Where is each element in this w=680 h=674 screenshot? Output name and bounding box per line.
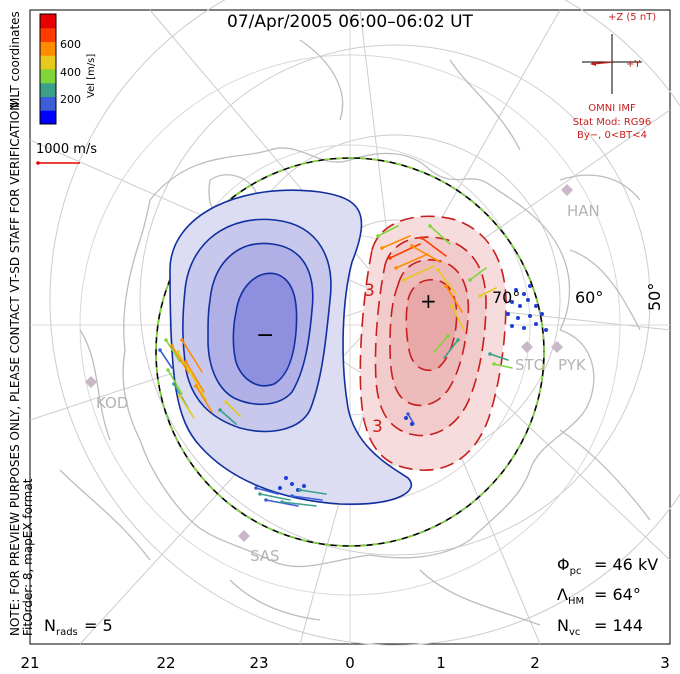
- stat-lambda-hm: ΛHM = 64°: [557, 585, 641, 607]
- imf-model-label: Stat Mod: RG96: [573, 117, 652, 128]
- imf-y-label: +Y: [626, 59, 641, 70]
- velocity-colorbar: [39, 13, 57, 125]
- colorbar-swatch: [40, 82, 56, 97]
- mlt-label-22: 22: [156, 654, 175, 672]
- colorbar-swatch: [40, 110, 56, 125]
- colorbar-swatch: [40, 69, 56, 84]
- colorbar-swatch: [40, 27, 56, 42]
- imf-source-label: OMNI IMF: [588, 103, 636, 114]
- colorbar-swatch: [40, 41, 56, 56]
- mlt-label-0: 0: [345, 654, 355, 672]
- latitude-label-50: 50°: [645, 283, 664, 311]
- stat-phi-pc: Φpc = 46 kV: [557, 555, 658, 577]
- fit-order-note: FitOrder: 8, mapEX format: [21, 478, 35, 636]
- coastlines: [59, 39, 651, 626]
- mlt-label-23: 23: [249, 654, 268, 672]
- imf-z-label: +Z (5 nT): [608, 12, 656, 23]
- station-label-pyk: PYK: [558, 356, 587, 374]
- imf-arrow-head: [590, 61, 596, 66]
- preview-note: NOTE: FOR PREVIEW PURPOSES ONLY, PLEASE …: [8, 98, 22, 636]
- stat-lambda-hm-value: = 64°: [594, 585, 641, 604]
- svg-text:ΛHM: ΛHM: [557, 585, 584, 607]
- station-markers: [85, 184, 573, 542]
- colorbar-swatch: [40, 14, 56, 29]
- negative-potential-cell: −: [169, 189, 413, 505]
- stat-n-vc-value: = 144: [594, 616, 643, 635]
- station-label-kod: KOD: [96, 394, 128, 412]
- stat-n-rads: Nrads = 5: [44, 616, 113, 638]
- colorbar-frame: [39, 13, 57, 125]
- latitude-label-60: 60°: [575, 288, 603, 307]
- stat-n-vc: Nvc = 144: [557, 616, 643, 638]
- station-han-marker: [561, 184, 573, 196]
- station-pyk-marker: [551, 341, 563, 353]
- contour-label-lower: 3: [372, 417, 383, 437]
- map-title: 07/Apr/2005 06:00–06:02 UT: [227, 12, 473, 32]
- svg-text:Nrads: Nrads: [44, 616, 78, 638]
- imf-model-condition: By−, 0<BT<4: [577, 130, 647, 141]
- magnetic-grid: [30, 10, 670, 644]
- mlt-label-3: 3: [660, 654, 670, 672]
- station-kod-marker: [85, 376, 97, 388]
- contour-label-upper: 3: [364, 281, 375, 301]
- velocity-vectors: [158, 224, 548, 507]
- colorbar-swatch: [40, 55, 56, 70]
- station-sto-marker: [521, 341, 533, 353]
- mlt-label-2: 2: [530, 654, 540, 672]
- geographic-grid: [29, 0, 680, 646]
- colorbar-tick-400: 400: [60, 66, 81, 79]
- station-label-sas: SAS: [250, 547, 280, 565]
- colorbar-label: Vel [m/s]: [86, 54, 97, 98]
- stat-phi-pc-value: = 46 kV: [594, 555, 658, 574]
- colorbar-tick-600: 600: [60, 38, 81, 51]
- midnight-vector-group: [254, 486, 327, 507]
- colorbar-tick-200: 200: [60, 93, 81, 106]
- stat-n-rads-value: = 5: [84, 616, 113, 635]
- mlt-label-1: 1: [436, 654, 446, 672]
- svg-text:Φpc: Φpc: [557, 555, 581, 577]
- hm-boundary-dash: [155, 157, 545, 547]
- latitude-label-70: 70°: [492, 288, 520, 307]
- dawn-vector-group: [376, 224, 513, 425]
- velocity-scale-dot: [36, 161, 40, 165]
- svg-text:Nvc: Nvc: [557, 616, 580, 638]
- dusk-vector-group: [158, 338, 241, 425]
- negative-contour-inner: [232, 272, 298, 387]
- station-label-sto: STO: [515, 356, 546, 374]
- negative-cell-minimum-marker: −: [256, 323, 274, 348]
- mlt-label-21: 21: [20, 654, 39, 672]
- colorbar-swatch: [40, 96, 56, 111]
- station-label-han: HAN: [567, 202, 600, 220]
- coordinates-label: MLT coordinates: [8, 11, 22, 108]
- velocity-scale-label: 1000 m/s: [36, 142, 97, 157]
- positive-cell-maximum-marker: +: [420, 289, 437, 313]
- station-sas-marker: [238, 530, 250, 542]
